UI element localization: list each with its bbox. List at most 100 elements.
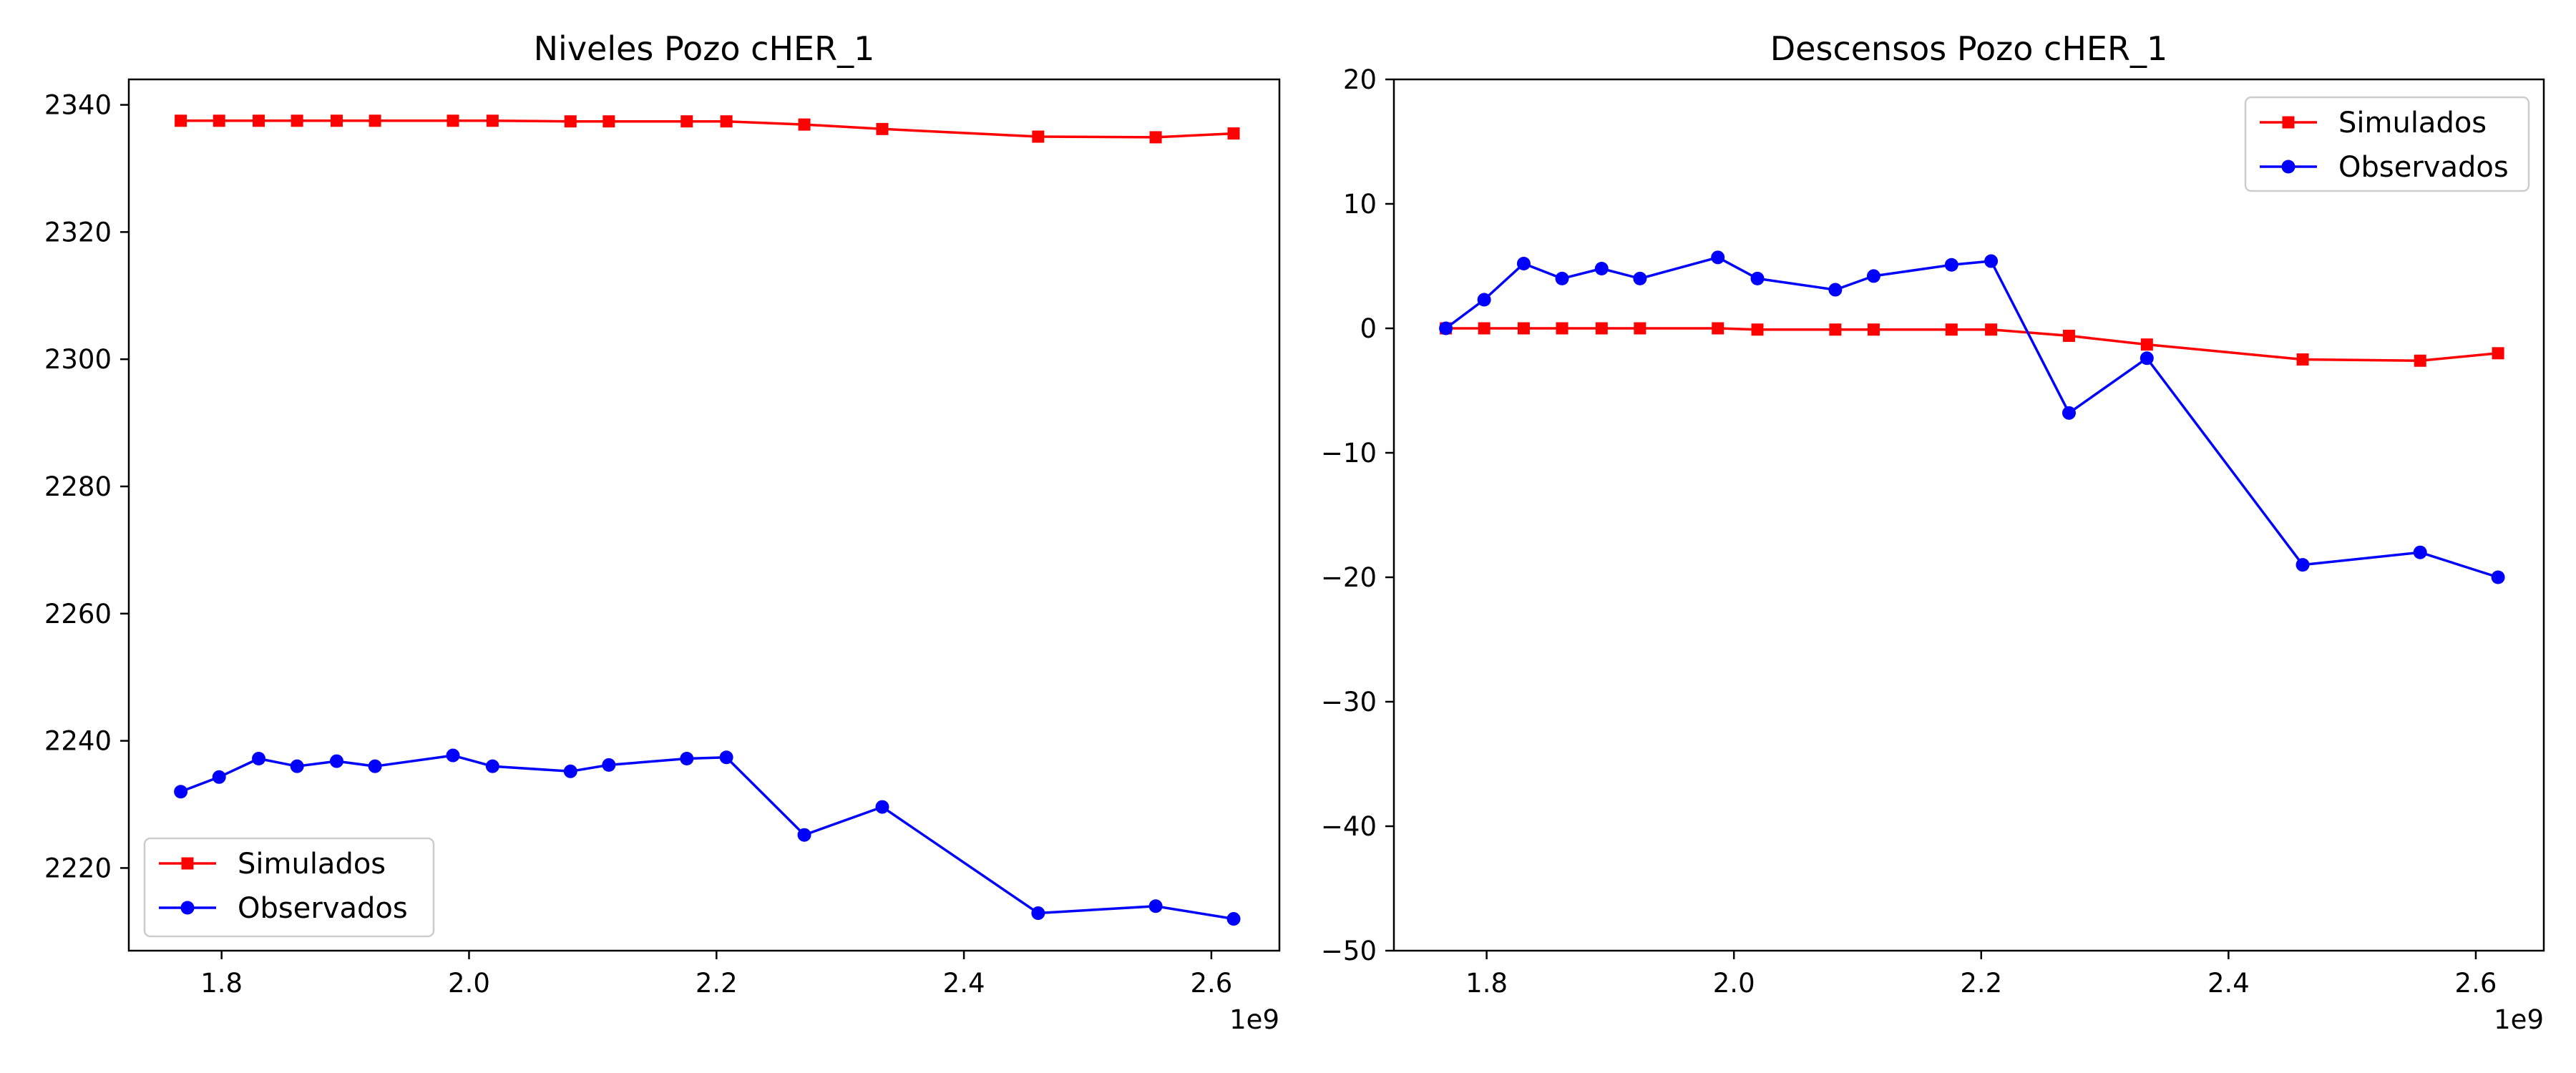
data-point-simulados xyxy=(1149,131,1162,144)
x-tick-label: 2.6 xyxy=(2455,968,2497,999)
legend-marker xyxy=(2282,116,2295,129)
data-point-observados xyxy=(2140,351,2154,366)
data-point-simulados xyxy=(330,114,343,127)
x-offset-label: 1e9 xyxy=(1229,1004,1279,1035)
data-point-observados xyxy=(1984,254,1999,268)
data-point-observados xyxy=(1633,271,1647,285)
data-point-simulados xyxy=(1478,322,1491,335)
x-tick-label: 1.8 xyxy=(200,968,243,999)
data-point-observados xyxy=(1866,269,1880,283)
data-point-simulados xyxy=(486,114,499,127)
data-point-simulados xyxy=(564,115,577,128)
data-point-observados xyxy=(797,828,811,842)
chart-panel-descensos: 1.8 2.0 2.2 2.4 2.6 1e9 −50 −40 −30 −20 −10 0 10 20 De… xyxy=(1321,29,2545,1035)
x-tick-label: 2.0 xyxy=(448,968,490,999)
x-tick-label: 1.8 xyxy=(1465,968,1508,999)
data-point-simulados xyxy=(1712,322,1724,335)
y-tick-label: 20 xyxy=(1343,64,1377,95)
y-tick-label: 2300 xyxy=(44,344,112,375)
x-tick-label: 2.2 xyxy=(696,968,738,999)
data-point-observados xyxy=(1148,899,1163,913)
y-tick-label: 2260 xyxy=(44,599,112,629)
data-point-observados xyxy=(329,754,343,768)
axes-frame xyxy=(1392,78,2545,952)
data-point-observados xyxy=(875,800,889,814)
y-tick-label: −30 xyxy=(1321,687,1377,717)
x-tick-label: 2.4 xyxy=(2207,968,2250,999)
legend-marker xyxy=(2281,160,2296,174)
data-point-simulados xyxy=(1517,322,1530,335)
y-tick-label: 2340 xyxy=(44,90,112,121)
y-tick-label: 2320 xyxy=(44,217,112,248)
data-point-observados xyxy=(680,752,694,766)
y-tick-label: 2220 xyxy=(44,853,112,883)
data-point-observados xyxy=(290,759,304,773)
data-point-observados xyxy=(1031,906,1045,921)
data-point-observados xyxy=(563,764,577,778)
data-point-observados xyxy=(602,758,616,772)
data-point-simulados xyxy=(1227,127,1240,140)
legend-label: Simulados xyxy=(238,848,386,881)
data-point-simulados xyxy=(2296,353,2309,366)
data-point-observados xyxy=(1439,321,1453,335)
legend-label: Observados xyxy=(238,892,408,925)
legend-label: Observados xyxy=(2338,151,2509,184)
y-tick-label: 10 xyxy=(1343,189,1377,220)
y-tick-label: −40 xyxy=(1321,811,1377,842)
y-tick-label: 2280 xyxy=(44,471,112,502)
axes-frame xyxy=(127,78,1281,952)
data-point-simulados xyxy=(1032,130,1045,143)
x-tick-label: 2.0 xyxy=(1713,968,1755,999)
data-point-simulados xyxy=(447,114,459,127)
legend-marker xyxy=(181,857,194,870)
legend-box xyxy=(143,837,435,938)
x-tick-label: 2.6 xyxy=(1190,968,1232,999)
data-point-observados xyxy=(1828,283,1843,297)
data-point-observados xyxy=(252,752,266,766)
data-point-simulados xyxy=(2140,338,2153,351)
data-point-simulados xyxy=(680,115,693,128)
data-point-observados xyxy=(368,759,382,773)
data-point-observados xyxy=(485,759,499,773)
data-point-simulados xyxy=(876,122,889,135)
data-point-simulados xyxy=(2414,354,2426,367)
x-tick-label: 2.2 xyxy=(1960,968,2002,999)
data-point-simulados xyxy=(369,114,381,127)
data-point-simulados xyxy=(1595,322,1608,335)
chart-title: Niveles Pozo cHER_1 xyxy=(534,29,875,68)
y-tick-label: 0 xyxy=(1360,313,1377,344)
data-point-observados xyxy=(446,748,460,763)
data-point-observados xyxy=(2062,406,2076,420)
chart-title: Descensos Pozo cHER_1 xyxy=(1770,29,2167,68)
data-point-simulados xyxy=(798,118,811,131)
data-point-observados xyxy=(1750,271,1765,285)
data-point-simulados xyxy=(175,114,187,127)
data-point-simulados xyxy=(2062,329,2075,342)
x-tick-label: 2.4 xyxy=(943,968,985,999)
data-point-observados xyxy=(1944,258,1958,272)
x-offset-label: 1e9 xyxy=(2494,1004,2544,1035)
data-point-simulados xyxy=(253,114,265,127)
data-point-observados xyxy=(2413,545,2427,559)
data-point-observados xyxy=(1711,250,1725,265)
data-point-simulados xyxy=(1945,323,1958,336)
data-point-simulados xyxy=(1634,322,1646,335)
data-point-simulados xyxy=(720,115,733,128)
y-tick-label: −10 xyxy=(1321,438,1377,469)
data-point-simulados xyxy=(1556,322,1568,335)
data-point-observados xyxy=(212,770,226,784)
data-point-observados xyxy=(1555,271,1569,285)
y-tick-label: 2240 xyxy=(44,726,112,757)
data-point-observados xyxy=(1594,261,1609,275)
data-point-observados xyxy=(1516,257,1531,271)
data-point-simulados xyxy=(1829,323,1842,336)
y-tick-label: −20 xyxy=(1321,562,1377,593)
data-point-simulados xyxy=(213,114,225,127)
data-point-simulados xyxy=(1751,323,1764,336)
data-point-simulados xyxy=(2492,347,2504,360)
data-point-simulados xyxy=(1867,323,1880,336)
data-point-observados xyxy=(1477,293,1491,307)
data-point-simulados xyxy=(602,115,615,128)
data-point-observados xyxy=(1226,912,1241,926)
